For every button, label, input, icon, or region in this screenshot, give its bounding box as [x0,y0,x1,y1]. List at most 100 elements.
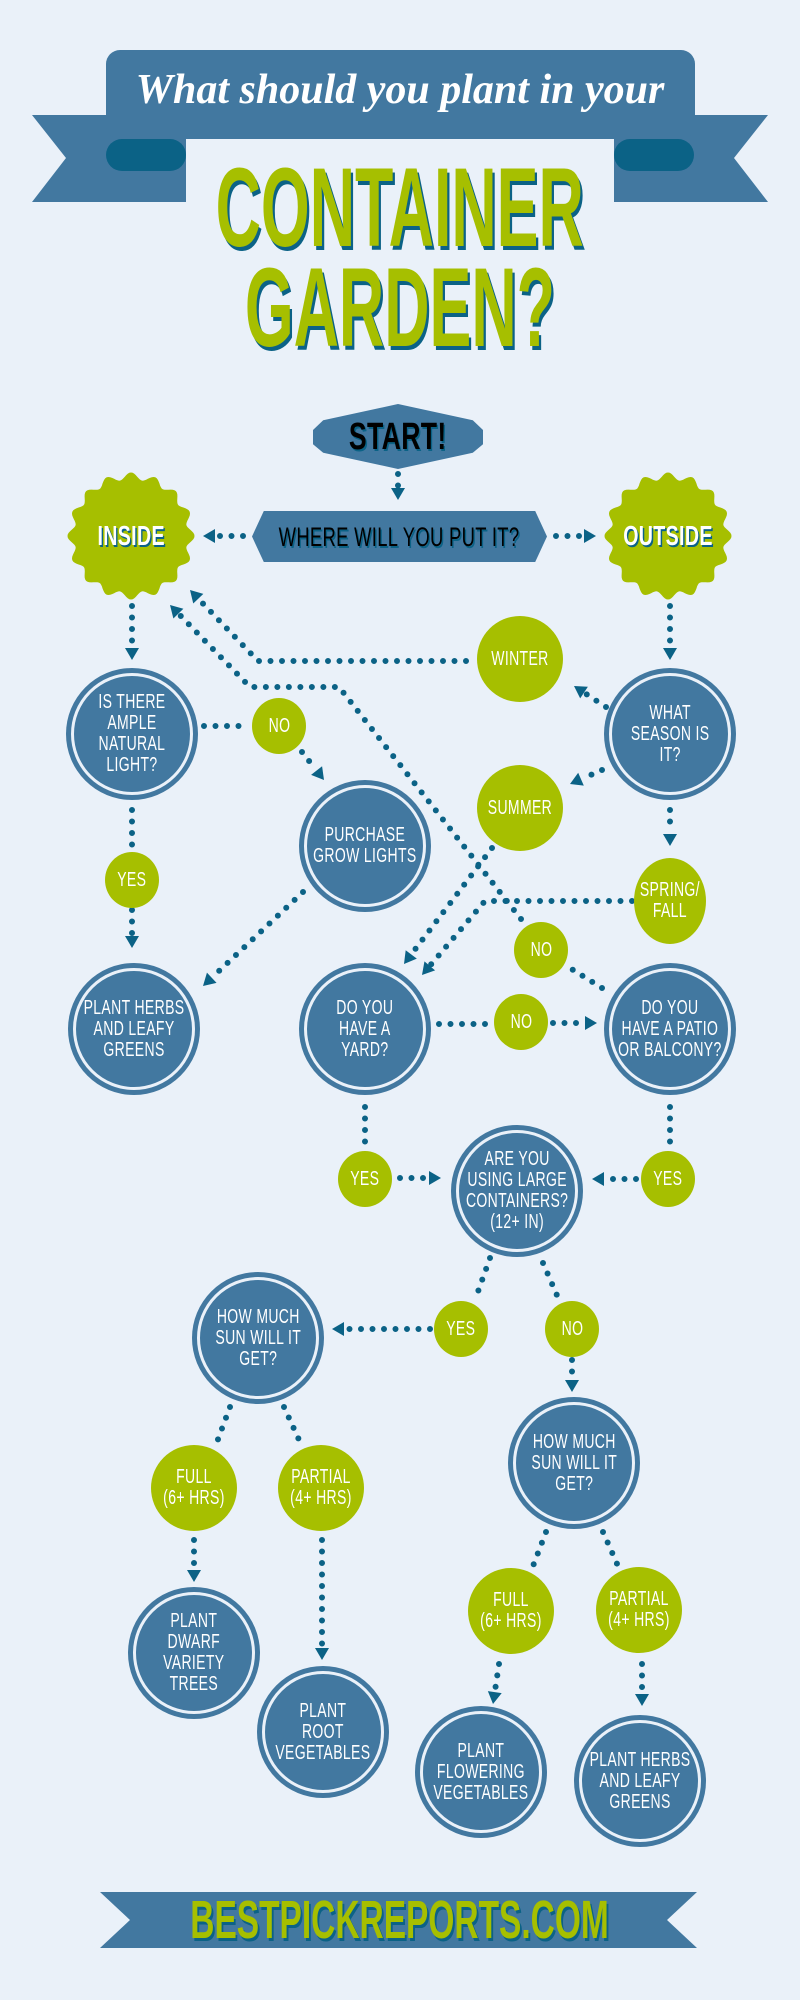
node-no-light: NO [252,698,306,754]
arrowhead-icon [125,936,139,948]
arrowhead-icon [663,834,677,846]
dotted-line [281,1404,303,1445]
inside-label: INSIDE [97,520,165,551]
footer-ribbon [100,1892,697,1948]
arrowhead-icon [203,529,215,543]
arrowhead-icon [663,648,677,660]
node-label: WINTER [491,647,549,670]
connector [600,1529,621,1569]
node-label: PURCHASE GROW LIGHTS [313,824,417,867]
connector [404,845,495,964]
node-yes-light: YES [105,852,159,908]
node-label: PLANT ROOT VEGETABLES [275,1699,371,1764]
dotted-line [427,898,635,969]
dotted-line [530,1529,549,1569]
node-label: PARTIAL (4+ HRS) [290,1466,352,1509]
connector [574,686,609,710]
node-dwarf: PLANT DWARF VARIETY TREES [128,1587,260,1719]
outside-label: OUTSIDE [623,520,713,551]
arrowhead-icon [125,648,139,660]
node-label: FULL (6+ HRS) [480,1589,542,1632]
connector [422,898,635,975]
node-label: YES [350,1167,380,1190]
dotted-line [209,889,306,981]
node-partial-large: PARTIAL (4+ HRS) [278,1445,364,1531]
node-yes-large: YES [434,1301,488,1357]
footer-site: BESTPICKREPORTS.COM [190,1890,610,1950]
dotted-line [600,1529,621,1569]
subtitle: What should you plant in your [135,67,665,113]
arrowhead-icon [487,1691,502,1704]
arrowhead-icon [315,1648,329,1660]
dotted-line [472,1255,493,1303]
connector [540,1260,562,1303]
node-label: FULL (6+ HRS) [163,1466,225,1509]
node-partial-small: PARTIAL (4+ HRS) [596,1567,682,1653]
dotted-line [299,749,319,773]
dotted-line [567,965,605,991]
connector [565,1357,579,1392]
connector [553,529,596,543]
node-full-large: FULL (6+ HRS) [151,1445,237,1531]
connector [592,1172,639,1186]
arrowhead-icon [574,686,588,699]
node-label: YES [117,868,147,891]
arrowhead-icon [311,766,324,780]
node-sun-small: HOW MUCH SUN WILL IT GET? [508,1397,640,1529]
node-spring-fall: SPRING/ FALL [634,858,706,944]
node-label: YES [446,1317,476,1340]
node-label: NO [510,1010,532,1033]
connector [397,1171,441,1185]
arrowhead-icon [404,950,417,964]
arrowhead-icon [635,1694,649,1706]
connector [214,1404,233,1445]
connector [487,1661,502,1704]
node-label: PLANT HERBS AND LEAFY GREENS [589,1748,691,1813]
location-badges [67,472,732,600]
node-yes-yard: YES [338,1151,392,1207]
connector [332,1322,433,1336]
connector [281,1404,303,1445]
connector [472,1255,493,1303]
node-label: NO [268,714,290,737]
node-large: ARE YOU USING LARGE CONTAINERS? (12+ IN) [451,1125,583,1257]
outside-badge: OUTSIDE [606,474,730,598]
node-label: PARTIAL (4+ HRS) [608,1588,670,1631]
connector [190,590,469,664]
arrowhead-icon [391,488,405,500]
node-label: YES [653,1167,683,1190]
connector [170,605,524,922]
where-node: WHERE WILL YOU PUT IT? [252,511,547,562]
node-label: WHAT SEASON IS IT? [630,701,710,766]
outside-badge-shape [604,472,732,600]
node-patio: DO YOU HAVE A PATIO OR BALCONY? [604,963,736,1095]
where-label: WHERE WILL YOU PUT IT? [279,521,520,552]
connector [570,767,605,786]
title-line-2: GARDEN? [244,245,556,370]
dotted-line [491,1661,502,1695]
node-sun-large: HOW MUCH SUN WILL IT GET? [192,1272,324,1404]
connector [125,907,139,948]
connector [315,1537,329,1660]
node-label: PLANT FLOWERING VEGETABLES [433,1739,529,1804]
arrowhead-icon [332,1322,344,1336]
node-what-season: WHAT SEASON IS IT? [604,668,736,800]
arrowhead-icon [203,972,217,986]
connector [203,529,246,543]
node-label: NO [561,1317,583,1340]
ribbon-fold-right [614,139,694,171]
node-label: HOW MUCH SUN WILL IT GET? [531,1430,617,1495]
arrowhead-icon [570,772,584,786]
node-label: ARE YOU USING LARGE CONTAINERS? (12+ IN) [465,1148,569,1233]
connector [567,965,605,991]
connector [635,1661,649,1706]
dotted-line [408,845,495,957]
connector [530,1529,549,1569]
node-no-large: NO [545,1301,599,1357]
connector [299,749,324,780]
node-herbs-outside: PLANT HERBS AND LEAFY GREENS [574,1715,706,1847]
node-label: DO YOU HAVE A YARD? [336,996,394,1061]
node-label: SUMMER [487,796,553,819]
node-winter: WINTER [477,616,563,702]
